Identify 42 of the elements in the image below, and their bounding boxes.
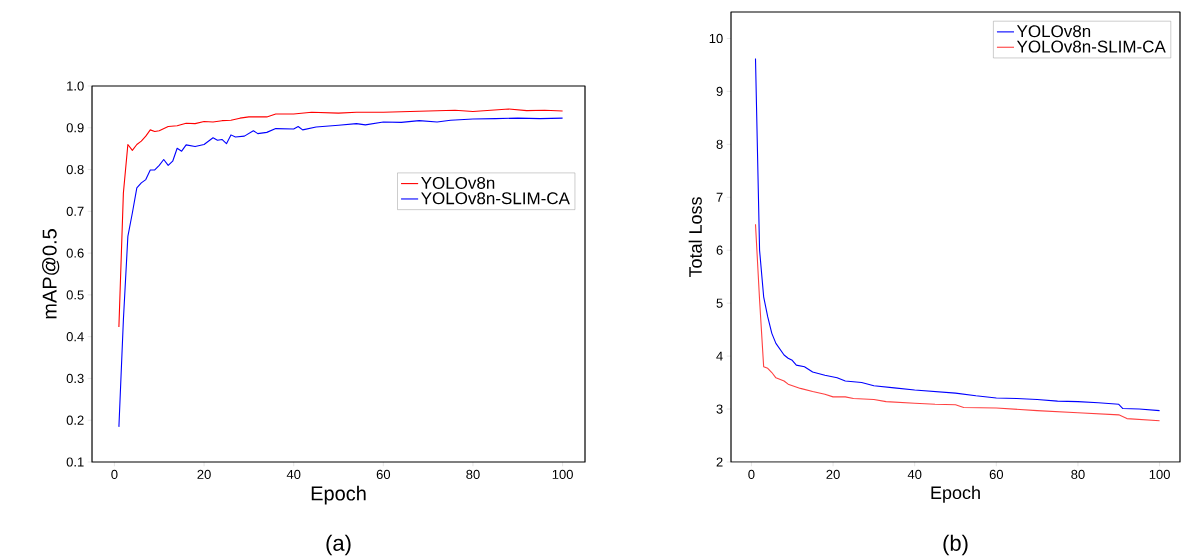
x-tick-label: 0 <box>111 469 118 479</box>
x-tick-label: 80 <box>466 469 480 479</box>
x-tick-label: 40 <box>286 469 301 479</box>
x-tick-label: 80 <box>1071 469 1085 479</box>
x-tick-label: 20 <box>826 469 840 479</box>
y-tick-label: 0.7 <box>66 206 84 216</box>
y-tick-label: 9 <box>716 86 723 97</box>
x-axis-title: Epoch <box>931 485 980 503</box>
text: (a) <box>326 534 351 556</box>
line-series <box>754 223 1161 422</box>
y-tick-label: 4 <box>716 351 723 361</box>
y-tick-label: 0.9 <box>66 123 84 133</box>
x-tick-label: 60 <box>376 469 391 479</box>
y-tick-label: 0.3 <box>66 373 84 384</box>
y-tick-label: 0.8 <box>66 164 84 175</box>
y-tick-label: 8 <box>716 139 723 149</box>
y-tick-label: 3 <box>716 404 723 414</box>
x-tick-label: 0 <box>748 469 755 479</box>
legend-label: YOLOv8n <box>421 176 495 189</box>
legend-label: YOLOv8n-SLIM-CA <box>421 192 570 205</box>
y-tick-label: 10 <box>709 33 723 44</box>
y-tick-label: 0.2 <box>66 415 84 425</box>
legend-label: YOLOv8n-SLIM-CA <box>1016 40 1166 53</box>
y-tick-label: 5 <box>716 298 723 308</box>
y-tick-label: 6 <box>716 245 723 255</box>
x-tick-label: 100 <box>552 469 573 479</box>
x-axis-title: Epoch <box>311 485 366 505</box>
x-tick-label: 20 <box>197 469 211 479</box>
y-tick-label: 2 <box>716 457 723 467</box>
y-tick-label: 7 <box>716 192 723 202</box>
y-tick-label: 0.5 <box>66 290 84 300</box>
legend-label: YOLOv8n <box>1016 25 1091 38</box>
x-tick-label: 100 <box>1149 469 1170 479</box>
x-tick-label: 40 <box>907 469 922 479</box>
text: (b) <box>943 534 968 556</box>
y-tick-label: 0.4 <box>66 332 84 342</box>
x-tick-label: 60 <box>989 469 1004 479</box>
y-tick-label: 0.1 <box>66 457 84 467</box>
y-tick-label: 0.6 <box>66 248 84 258</box>
y-axis-title: mAP@0.5 <box>42 229 60 319</box>
y-axis-title: Total Loss <box>688 197 702 278</box>
y-tick-label: 1.0 <box>67 81 84 91</box>
